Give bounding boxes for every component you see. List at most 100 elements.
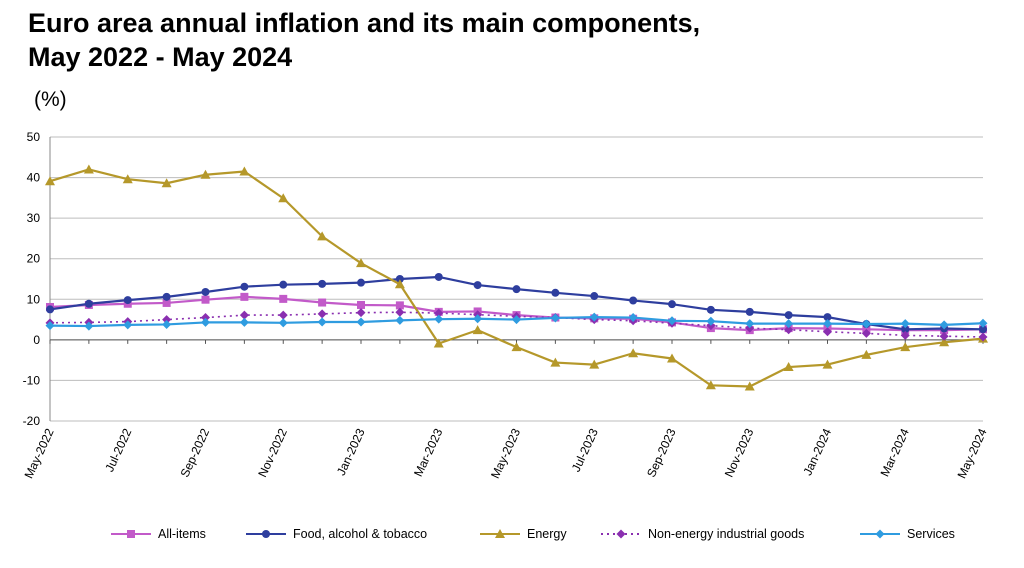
data-point-energy: [317, 231, 328, 241]
series-line-energy: [49, 168, 984, 388]
data-point-food-alcohol-tobacco: [901, 325, 910, 334]
legend-marker-all-items: [127, 530, 135, 538]
data-point-non-energy-industrial-goods: [900, 330, 910, 340]
y-tick-label: 40: [27, 171, 41, 185]
data-point-services: [278, 318, 288, 328]
chart-title-line-2: May 2022 - May 2024: [28, 42, 293, 72]
data-point-non-energy-industrial-goods: [356, 308, 366, 318]
data-point-non-energy-industrial-goods: [978, 332, 988, 342]
data-point-food-alcohol-tobacco: [979, 325, 987, 334]
data-point-food-alcohol-tobacco: [823, 313, 832, 322]
legend-item-non-energy-industrial-goods: Non-energy industrial goods: [601, 527, 804, 541]
data-point-services: [706, 316, 716, 326]
data-point-services: [473, 314, 483, 324]
data-point-energy: [628, 348, 639, 358]
x-tick-label: Jan-2023: [334, 426, 368, 478]
data-point-food-alcohol-tobacco: [706, 305, 715, 314]
data-point-services: [356, 317, 366, 327]
legend-item-services: Services: [860, 527, 955, 541]
series-services: [45, 312, 988, 331]
data-point-non-energy-industrial-goods: [434, 308, 444, 318]
data-point-all-items: [357, 300, 365, 309]
x-tick-label: Jul-2023: [569, 426, 601, 474]
gridlines: [50, 136, 983, 422]
data-point-food-alcohol-tobacco: [318, 279, 327, 288]
data-point-energy: [278, 193, 289, 203]
x-tick-label: Nov-2022: [255, 426, 290, 479]
data-point-services: [939, 320, 949, 330]
data-point-services: [395, 315, 405, 325]
data-point-services: [550, 313, 560, 323]
y-tick-label: -20: [23, 414, 41, 428]
data-point-all-items: [240, 292, 249, 301]
legend-label-services: Services: [907, 527, 955, 541]
data-point-services: [201, 317, 210, 327]
data-point-food-alcohol-tobacco: [512, 285, 521, 294]
data-point-energy: [744, 381, 755, 391]
y-tick-label: 30: [27, 211, 41, 225]
legend: All-items Food, alcohol & tobacco Energy No…: [111, 527, 955, 541]
data-point-energy: [200, 169, 211, 179]
legend-label-all-items: All-items: [158, 527, 206, 541]
legend-marker-non-energy-industrial-goods: [616, 529, 626, 539]
data-point-services: [84, 321, 94, 331]
data-point-all-items: [395, 301, 404, 310]
x-tick-label: May-2022: [21, 426, 56, 481]
data-point-services: [162, 319, 172, 329]
data-point-food-alcohol-tobacco: [84, 299, 93, 308]
data-point-energy: [705, 380, 716, 390]
legend-item-food-alcohol-tobacco: Food, alcohol & tobacco: [246, 527, 427, 541]
data-point-energy: [783, 362, 794, 372]
legend-marker-energy: [495, 529, 505, 538]
data-point-energy: [356, 258, 366, 268]
legend-label-non-energy-industrial-goods: Non-energy industrial goods: [648, 527, 804, 541]
data-point-energy: [433, 338, 444, 348]
data-point-non-energy-industrial-goods: [939, 331, 949, 341]
x-tick-label: Sep-2023: [644, 426, 679, 479]
x-axis-ticks: May-2022 Jul-2022 Sep-2022 Nov-2022 Jan-2023…: [21, 426, 989, 481]
data-point-energy: [822, 359, 833, 369]
data-point-energy: [667, 353, 677, 363]
legend-item-energy: Energy: [480, 527, 567, 541]
data-point-food-alcohol-tobacco: [784, 311, 793, 320]
x-tick-label: May-2023: [488, 426, 523, 481]
data-point-services: [745, 319, 755, 329]
y-tick-label: 20: [27, 252, 41, 266]
data-point-all-items: [318, 298, 327, 307]
data-point-energy: [239, 166, 250, 176]
x-tick-label: Mar-2023: [411, 426, 446, 479]
data-point-non-energy-industrial-goods: [395, 307, 405, 317]
data-point-energy: [861, 349, 872, 359]
data-point-non-energy-industrial-goods: [162, 315, 172, 325]
data-point-services: [123, 320, 133, 330]
data-point-food-alcohol-tobacco: [201, 287, 210, 296]
data-point-energy: [122, 174, 133, 184]
data-point-services: [628, 313, 638, 323]
y-tick-label: 10: [27, 292, 41, 306]
data-point-non-energy-industrial-goods: [784, 325, 794, 335]
data-point-non-energy-industrial-goods: [317, 309, 327, 319]
x-tick-label: Jul-2022: [102, 426, 134, 474]
data-point-services: [589, 312, 599, 322]
data-point-services: [667, 316, 677, 326]
data-point-food-alcohol-tobacco: [357, 278, 365, 287]
axes: [49, 137, 984, 421]
chart-title: Euro area annual inflation and its main …: [28, 6, 700, 74]
data-point-non-energy-industrial-goods: [861, 328, 871, 338]
data-point-non-energy-industrial-goods: [201, 313, 210, 323]
y-axis-ticks: -20 -10 0 10 20 30 40 50: [23, 130, 41, 428]
legend-label-energy: Energy: [527, 527, 567, 541]
series-energy: [45, 164, 988, 391]
data-point-services: [45, 321, 55, 331]
data-point-energy: [511, 342, 522, 352]
x-tick-label: May-2024: [954, 426, 989, 481]
data-point-non-energy-industrial-goods: [278, 310, 288, 320]
data-point-food-alcohol-tobacco: [434, 272, 443, 281]
data-point-food-alcohol-tobacco: [473, 281, 482, 290]
data-point-food-alcohol-tobacco: [240, 282, 249, 291]
data-point-services: [823, 319, 832, 329]
data-point-energy: [394, 279, 405, 289]
data-point-services: [317, 317, 327, 327]
data-point-services: [239, 317, 249, 327]
